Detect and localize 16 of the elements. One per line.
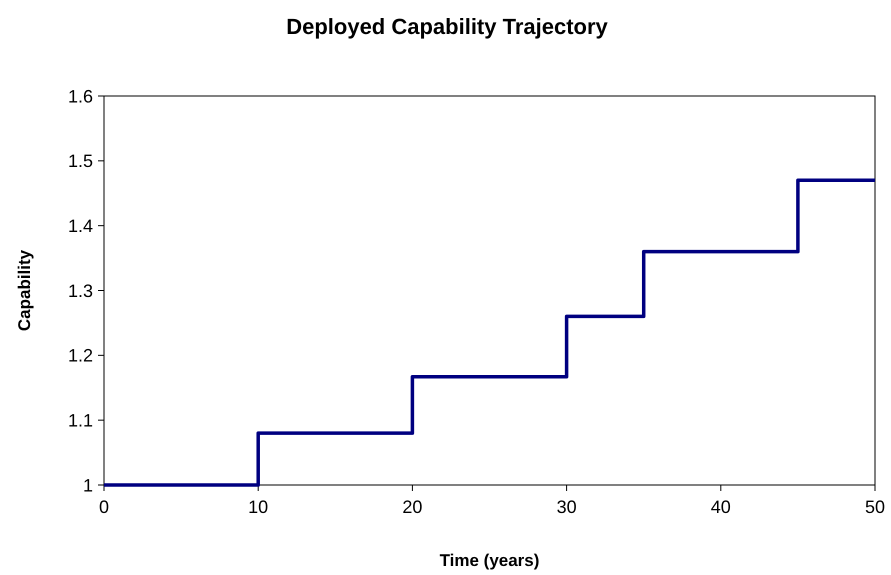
y-tick-label: 1.6 xyxy=(68,86,93,106)
y-tick-label: 1.4 xyxy=(68,216,93,236)
y-axis-title: Capability xyxy=(15,249,34,332)
x-axis-title: Time (years) xyxy=(440,551,540,570)
x-tick-label: 20 xyxy=(402,497,422,517)
y-tick-label: 1.5 xyxy=(68,151,93,172)
y-tick-label: 1 xyxy=(82,475,93,496)
y-tick-label: 1.1 xyxy=(68,410,93,430)
x-tick-label: 10 xyxy=(248,497,268,517)
y-tick-label: 1.2 xyxy=(68,346,93,366)
x-tick-label: 30 xyxy=(556,497,577,517)
y-tick-label: 1.3 xyxy=(68,280,93,301)
x-tick-label: 50 xyxy=(864,497,886,517)
x-tick-label: 40 xyxy=(710,497,731,517)
x-tick-label: 0 xyxy=(98,497,110,517)
chart-title: Deployed Capability Trajectory xyxy=(286,14,609,39)
